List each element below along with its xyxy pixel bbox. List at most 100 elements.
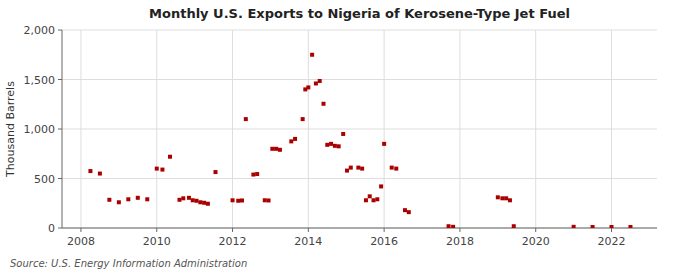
point: [591, 225, 595, 228]
point: [293, 137, 297, 141]
x-tick-label: 2022: [598, 235, 626, 248]
grid: [62, 30, 657, 228]
x-grid-line: [384, 30, 385, 228]
x-tick: [611, 228, 612, 232]
point: [107, 198, 111, 202]
point: [496, 195, 500, 199]
point: [126, 197, 130, 201]
point: [117, 200, 121, 204]
point: [407, 210, 411, 214]
point: [349, 166, 353, 170]
point: [289, 139, 293, 143]
point: [372, 198, 376, 202]
y-tick: [58, 178, 62, 179]
x-tick: [232, 228, 233, 232]
point: [206, 202, 210, 206]
point: [231, 198, 235, 202]
y-tick: [58, 228, 62, 229]
y-grid-line: [62, 30, 657, 31]
axes: 05001,0001,5002,000200820102012201420162…: [24, 24, 658, 248]
x-grid-line: [459, 30, 460, 228]
x-grid-line: [80, 30, 81, 228]
point: [160, 168, 164, 172]
point: [263, 198, 267, 202]
point: [364, 198, 368, 202]
x-grid-line: [535, 30, 536, 228]
point: [136, 196, 140, 200]
point: [145, 197, 149, 201]
point: [191, 198, 195, 202]
point: [181, 196, 185, 200]
x-tick-label: 2012: [219, 235, 247, 248]
point: [155, 167, 159, 171]
x-tick: [384, 228, 385, 232]
point: [278, 148, 282, 152]
source-note: Source: U.S. Energy Information Administ…: [10, 258, 247, 269]
point: [274, 147, 278, 151]
point: [337, 144, 341, 148]
point: [333, 144, 337, 148]
x-grid-line: [611, 30, 612, 228]
point: [251, 173, 255, 177]
point: [403, 208, 407, 212]
point: [345, 169, 349, 173]
y-grid-line: [62, 178, 657, 179]
title: Monthly U.S. Exports to Nigeria of Keros…: [149, 6, 570, 21]
x-grid-line: [308, 30, 309, 228]
y-tick-label: 1,000: [24, 123, 56, 136]
point: [610, 225, 614, 228]
x-tick: [535, 228, 536, 232]
point: [318, 79, 322, 83]
point: [240, 198, 244, 202]
point: [379, 184, 383, 188]
point: [382, 142, 386, 146]
point: [447, 224, 451, 228]
point: [270, 147, 274, 151]
point: [368, 194, 372, 198]
point: [187, 196, 191, 200]
point: [628, 225, 632, 228]
point: [314, 81, 318, 85]
point: [168, 155, 172, 159]
point: [255, 172, 259, 176]
point: [375, 197, 379, 201]
point: [198, 200, 202, 204]
y-grid-line: [62, 129, 657, 130]
points: [88, 53, 632, 228]
y-tick-label: 500: [34, 173, 55, 186]
point: [451, 225, 455, 228]
x-tick: [308, 228, 309, 232]
y-axis-label: Thousand Barrels: [4, 81, 17, 178]
point: [341, 132, 345, 136]
point: [306, 85, 310, 89]
point: [267, 198, 271, 202]
point: [512, 224, 516, 228]
point: [572, 225, 576, 228]
x-tick-label: 2016: [370, 235, 398, 248]
point: [177, 198, 181, 202]
y-grid-line: [62, 79, 657, 80]
point: [236, 199, 240, 203]
y-tick: [58, 30, 62, 31]
y-axis-line: [62, 30, 63, 228]
point: [504, 196, 508, 200]
x-tick: [156, 228, 157, 232]
point: [213, 170, 217, 174]
y-tick-label: 1,500: [24, 74, 56, 87]
x-tick-label: 2008: [67, 235, 95, 248]
point: [195, 199, 199, 203]
point: [508, 198, 512, 202]
y-tick: [58, 129, 62, 130]
point: [244, 117, 248, 121]
point: [500, 196, 504, 200]
point: [356, 166, 360, 170]
y-tick-label: 0: [48, 222, 55, 235]
point: [98, 172, 102, 176]
y-grid-line: [62, 228, 657, 229]
point: [360, 167, 364, 171]
point: [310, 53, 314, 57]
x-tick-label: 2010: [143, 235, 171, 248]
y-tick: [58, 79, 62, 80]
chart: Monthly U.S. Exports to Nigeria of Keros…: [0, 0, 675, 275]
point: [394, 167, 398, 171]
